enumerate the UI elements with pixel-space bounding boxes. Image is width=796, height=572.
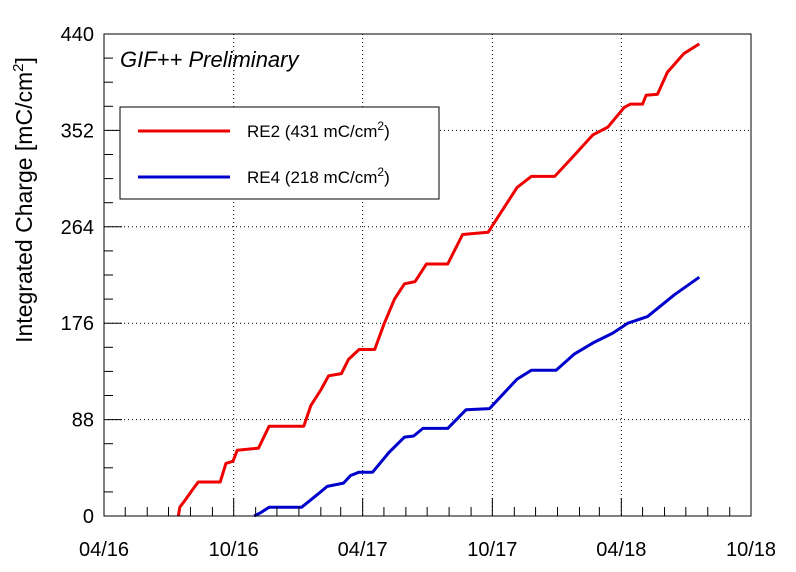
y-tick-label: 0 [83,506,94,528]
legend-label-re4: RE4 (218 mC/cm2) [247,165,390,187]
x-tick-label: 10/17 [467,539,517,561]
tick-labels: 0 88 176 264 352 440 04/16 10/16 04/17 10/17 04/18… [61,24,776,561]
y-tick-label: 88 [72,410,94,432]
y-axis-title: Integrated Charge [mC/cm2] [10,57,37,343]
series-line-re2 [176,42,701,517]
x-tick-label: 04/17 [338,539,388,561]
y-tick-label: 264 [61,217,94,239]
y-tick-label: 440 [61,24,94,46]
x-tick-label: 04/16 [79,539,129,561]
legend: RE2 (431 mC/cm2) RE4 (218 mC/cm2) [119,106,440,200]
annotation-label: GIF++ Preliminary [120,47,300,72]
x-tick-label: 04/18 [596,539,646,561]
legend-box [119,106,440,200]
x-tick-label: 10/18 [726,539,776,561]
series-line-re4 [253,275,701,518]
axis-ticks [103,33,752,517]
x-tick-label: 10/16 [209,539,259,561]
y-tick-label: 352 [61,120,94,142]
series-lines [176,42,701,518]
y-tick-label: 176 [61,313,94,335]
legend-label-re2: RE2 (431 mC/cm2) [247,119,390,141]
